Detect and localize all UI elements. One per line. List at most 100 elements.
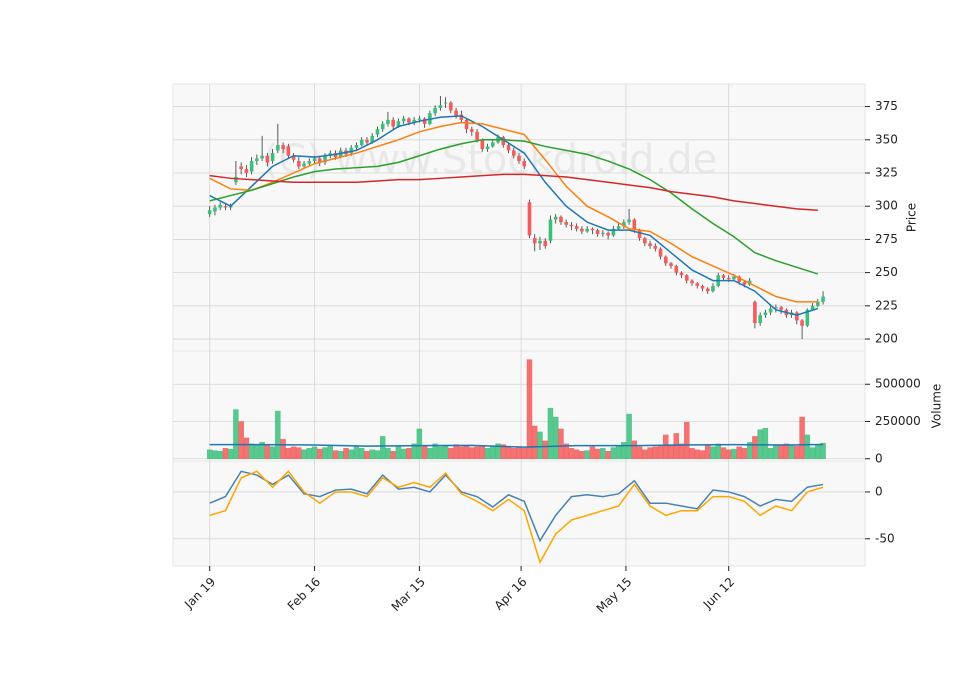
candle-body xyxy=(443,102,448,104)
volume-bar xyxy=(322,447,328,459)
x-tick-label: Feb 16 xyxy=(285,575,323,613)
candle-body xyxy=(690,280,694,284)
volume-bar xyxy=(317,448,323,459)
candle-body xyxy=(323,155,327,163)
volume-bar xyxy=(327,445,333,459)
candle-body xyxy=(742,281,747,285)
candle-body xyxy=(674,265,679,273)
candle-body xyxy=(517,155,521,162)
candle-body xyxy=(643,238,647,244)
candle-body xyxy=(732,276,736,280)
volume-bar xyxy=(589,446,596,459)
volume-bar xyxy=(516,447,522,459)
volume-bar xyxy=(746,442,753,459)
candle-body xyxy=(417,118,422,120)
candle-body xyxy=(637,230,642,239)
volume-bar xyxy=(437,446,444,459)
candle-body xyxy=(758,315,762,324)
volume-bar xyxy=(642,449,648,459)
volume-bar xyxy=(390,451,396,459)
candle-body xyxy=(480,139,485,150)
candle-body xyxy=(265,155,270,163)
volume-bar xyxy=(495,443,501,459)
volume-bar xyxy=(788,445,795,459)
volume-bar xyxy=(484,448,491,459)
candle-body xyxy=(270,153,275,162)
candle-body xyxy=(695,283,700,286)
candle-body xyxy=(286,146,291,156)
candle-body xyxy=(590,228,595,231)
volume-bar xyxy=(705,445,711,459)
candle-body xyxy=(281,145,285,150)
volume-bar xyxy=(767,448,774,459)
candle-body xyxy=(312,158,317,162)
volume-bar xyxy=(448,448,454,459)
volume-bar xyxy=(453,444,459,459)
volume-bar xyxy=(600,448,606,459)
indicator-line xyxy=(209,470,824,543)
candle-body xyxy=(470,129,474,132)
volume-bar xyxy=(353,446,360,459)
volume-bar xyxy=(657,445,664,459)
candle-body xyxy=(317,158,322,163)
volume-bar xyxy=(537,431,543,459)
candle-body xyxy=(365,139,369,143)
candle-body xyxy=(821,296,825,302)
volume-bar xyxy=(275,410,281,459)
volume-bar xyxy=(505,446,512,459)
candle-body xyxy=(433,107,437,114)
candle-body xyxy=(401,118,406,122)
volume-bar xyxy=(458,446,465,459)
candle-body xyxy=(511,150,516,156)
candle-body xyxy=(255,158,259,162)
volume-bar xyxy=(374,450,381,459)
volume-bar xyxy=(406,448,412,459)
candle-body xyxy=(422,118,427,124)
candle-body xyxy=(726,277,731,280)
y-tick-label: 375 xyxy=(875,99,898,113)
volume-bar xyxy=(285,448,292,459)
volume-bar xyxy=(663,434,669,459)
volume-bar xyxy=(490,445,496,459)
y-tick-label: 275 xyxy=(875,232,898,246)
volume-bar xyxy=(752,436,758,459)
volume-bar xyxy=(379,436,386,459)
volume-bar xyxy=(432,443,438,459)
volume-bar xyxy=(206,449,213,459)
candle-body xyxy=(475,131,479,140)
volume-bar xyxy=(243,437,250,459)
indicator-line xyxy=(209,115,819,316)
volume-bar xyxy=(579,451,585,459)
candle-body xyxy=(276,145,280,151)
volume-bar xyxy=(652,446,659,459)
volume-bar xyxy=(715,443,721,459)
candle-body xyxy=(800,320,804,326)
candle-body xyxy=(653,246,658,249)
candle-body xyxy=(768,308,773,313)
candle-body xyxy=(795,312,799,321)
indicator-line xyxy=(209,470,824,565)
panel-background xyxy=(172,83,866,352)
candle-body xyxy=(684,275,689,281)
candle-body xyxy=(585,228,589,232)
y-tick-label: 0 xyxy=(875,451,883,465)
candle-body xyxy=(506,145,511,151)
volume-bar xyxy=(442,445,449,459)
volume-bar xyxy=(568,448,575,459)
candle-body xyxy=(485,146,490,150)
volume-bar xyxy=(815,445,821,459)
candle-body xyxy=(239,166,243,170)
y-tick-label: 325 xyxy=(875,166,898,180)
candle-body xyxy=(669,263,673,266)
volume-bar xyxy=(605,451,611,459)
candle-body xyxy=(737,276,741,282)
volume-bar xyxy=(647,447,653,459)
candle-body xyxy=(721,275,726,278)
candle-body xyxy=(375,129,380,135)
candle-body xyxy=(679,272,684,276)
candle-body xyxy=(297,161,301,167)
candle-body xyxy=(564,222,568,225)
volume-bar xyxy=(338,451,344,459)
y-tick-label: 250 xyxy=(875,265,898,279)
